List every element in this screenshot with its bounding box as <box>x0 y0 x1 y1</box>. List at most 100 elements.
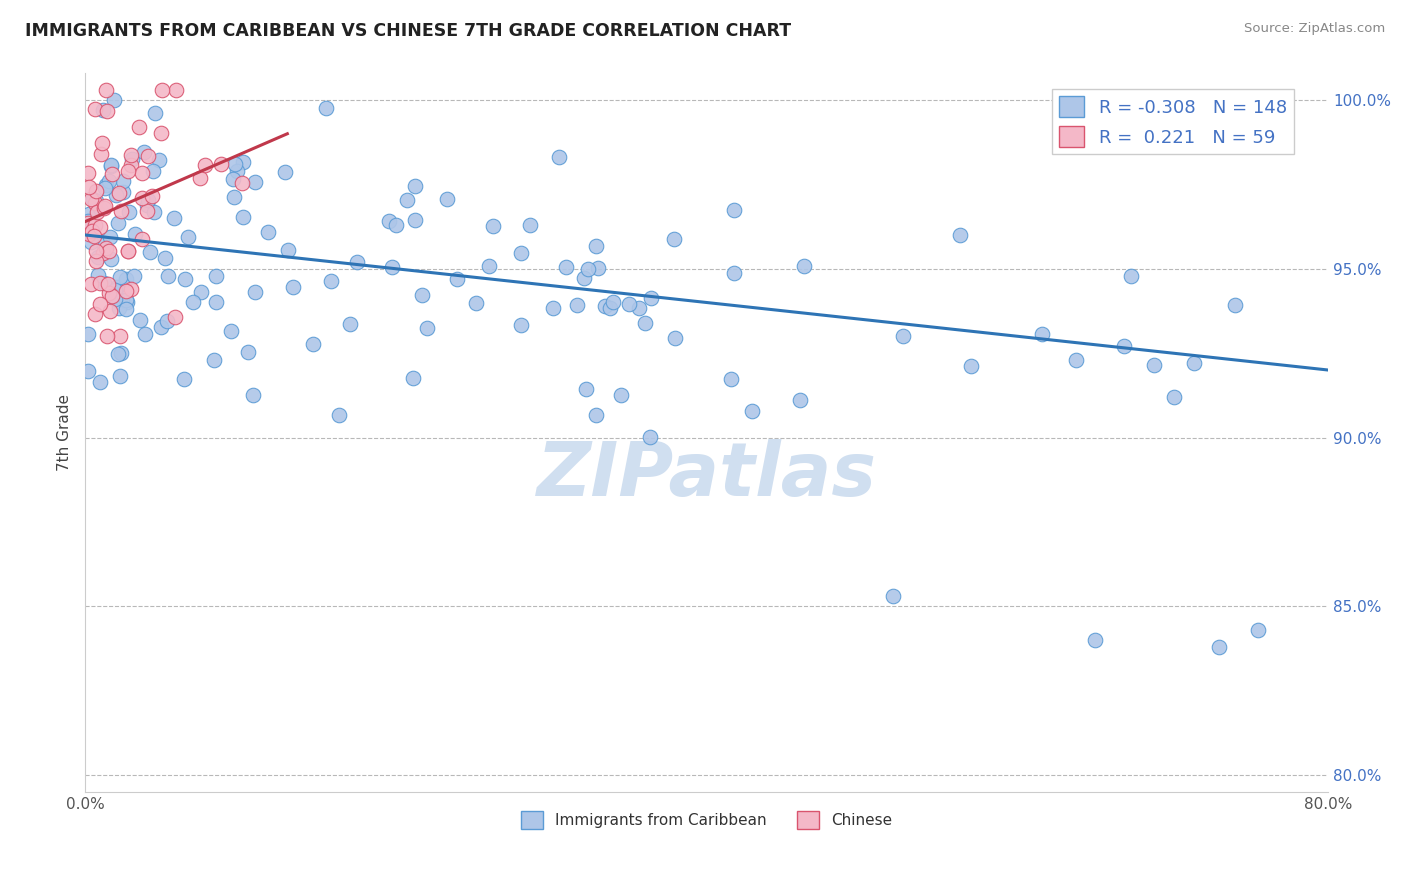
Point <box>638 430 661 444</box>
Point <box>1064 352 1087 367</box>
Point <box>243 175 266 189</box>
Point <box>226 164 249 178</box>
Point <box>83 307 105 321</box>
Point <box>328 408 350 422</box>
Point <box>165 83 187 97</box>
Point <box>793 260 815 274</box>
Point <box>1119 269 1142 284</box>
Point <box>346 254 368 268</box>
Point <box>94 178 117 193</box>
Point <box>1031 327 1053 342</box>
Point <box>115 285 138 299</box>
Point <box>94 198 117 212</box>
Point <box>789 392 811 407</box>
Point <box>205 269 228 284</box>
Point <box>541 301 564 315</box>
Point <box>100 159 122 173</box>
Point <box>893 329 915 343</box>
Point <box>121 152 143 166</box>
Point <box>377 213 399 227</box>
Point <box>134 326 156 341</box>
Point <box>1208 640 1230 654</box>
Point <box>1143 358 1166 372</box>
Point <box>91 103 114 117</box>
Point <box>112 174 135 188</box>
Point <box>882 589 904 603</box>
Point <box>108 369 131 384</box>
Point <box>245 285 267 300</box>
Point <box>107 216 129 230</box>
Point <box>402 370 425 384</box>
Point <box>91 246 114 260</box>
Point <box>114 293 136 307</box>
Point <box>136 149 159 163</box>
Point <box>741 404 763 418</box>
Point <box>135 203 157 218</box>
Point <box>723 202 745 217</box>
Point <box>120 282 142 296</box>
Point <box>1163 390 1185 404</box>
Point <box>664 331 686 345</box>
Point <box>194 158 217 172</box>
Point <box>478 259 501 273</box>
Point <box>302 337 325 351</box>
Point <box>77 216 100 230</box>
Point <box>593 299 616 313</box>
Point <box>91 235 114 250</box>
Point <box>156 268 179 283</box>
Point <box>242 388 264 402</box>
Point <box>609 388 631 402</box>
Point <box>319 274 342 288</box>
Point <box>87 268 110 282</box>
Point <box>77 207 100 221</box>
Point <box>90 136 112 151</box>
Point <box>79 180 101 194</box>
Point <box>114 302 136 317</box>
Point <box>131 232 153 246</box>
Point <box>107 347 129 361</box>
Point <box>89 220 111 235</box>
Point <box>120 147 142 161</box>
Point <box>148 153 170 168</box>
Legend: Immigrants from Caribbean, Chinese: Immigrants from Caribbean, Chinese <box>516 805 898 835</box>
Point <box>83 102 105 116</box>
Point <box>190 285 212 299</box>
Point <box>339 317 361 331</box>
Point <box>177 230 200 244</box>
Point <box>411 288 433 302</box>
Point <box>380 260 402 274</box>
Point <box>585 239 607 253</box>
Point <box>1114 339 1136 353</box>
Point <box>108 270 131 285</box>
Point <box>97 277 120 291</box>
Point <box>129 313 152 327</box>
Point <box>80 277 103 291</box>
Point <box>89 375 111 389</box>
Point <box>274 164 297 178</box>
Point <box>89 277 111 291</box>
Point <box>83 229 105 244</box>
Point <box>416 320 439 334</box>
Point <box>482 219 505 233</box>
Point <box>256 226 278 240</box>
Point <box>77 364 100 378</box>
Point <box>93 276 115 290</box>
Point <box>464 296 486 310</box>
Point <box>79 219 101 233</box>
Point <box>98 174 121 188</box>
Point <box>163 310 186 324</box>
Point <box>404 179 426 194</box>
Point <box>86 205 108 219</box>
Point <box>111 293 134 307</box>
Text: Source: ZipAtlas.com: Source: ZipAtlas.com <box>1244 22 1385 36</box>
Point <box>117 164 139 178</box>
Point <box>519 218 541 232</box>
Point <box>588 261 610 276</box>
Point <box>163 211 186 225</box>
Point <box>395 193 418 207</box>
Point <box>86 184 108 198</box>
Point <box>100 158 122 172</box>
Point <box>82 192 104 206</box>
Point <box>89 201 111 215</box>
Point <box>117 244 139 258</box>
